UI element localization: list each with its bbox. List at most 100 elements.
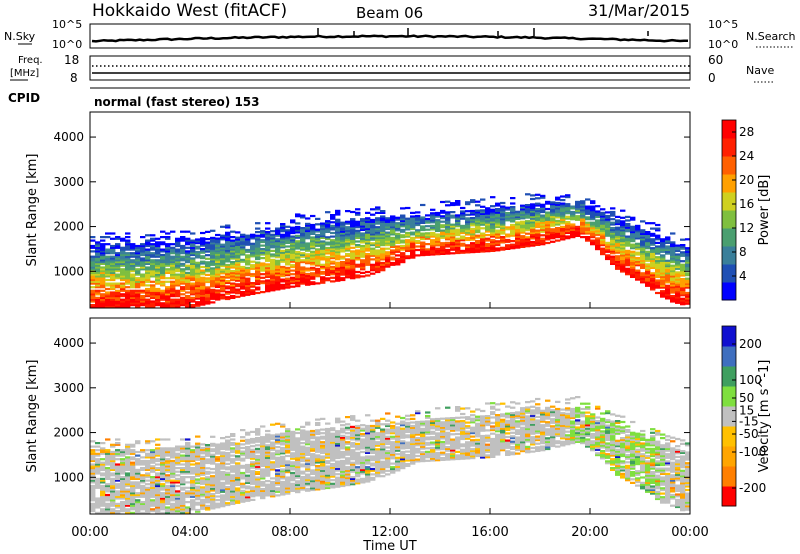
echo-cell [220,497,226,501]
echo-cell [230,248,236,251]
echo-cell [665,295,671,298]
echo-cell [515,241,521,244]
echo-cell [320,245,326,248]
echo-cell [180,280,186,283]
echo-cell [285,447,291,450]
echo-cell [365,270,371,274]
echo-cell [120,273,126,276]
echo-cell [290,255,296,258]
echo-cell [210,238,216,241]
echo-cell [630,236,636,239]
echo-cell [470,238,476,241]
echo-cell [105,293,111,296]
echo-cell [430,233,436,236]
echo-cell [160,236,166,239]
echo-cell [335,439,341,442]
echo-cell [150,456,156,459]
echo-cell [520,242,526,245]
echo-cell [670,266,676,269]
echo-cell [135,468,141,471]
echo-cell [475,213,481,216]
echo-cell [140,484,146,488]
echo-cell [475,241,481,244]
echo-cell [310,275,316,278]
echo-cell [685,266,691,269]
echo-cell [205,293,211,296]
echo-cell [105,484,111,488]
echo-cell [280,258,286,261]
echo-cell [250,463,256,466]
echo-cell [120,450,126,454]
echo-cell [665,268,671,271]
echo-cell [270,480,276,484]
echo-cell [165,280,171,283]
echo-cell [350,253,356,257]
echo-cell [110,474,116,477]
echo-cell [230,493,236,497]
echo-cell [90,280,96,283]
echo-cell [585,210,591,214]
echo-cell [155,275,161,278]
echo-cell [125,286,131,289]
echo-cell [250,285,256,288]
echo-cell [355,274,361,277]
echo-cell [590,230,596,233]
echo-cell [220,483,226,486]
echo-cell [95,481,101,484]
echo-cell [470,224,476,227]
echo-cell [155,253,161,257]
echo-cell [225,297,231,301]
echo-cell [115,264,121,267]
echo-cell [220,472,226,475]
echo-cell [125,304,131,307]
echo-cell [245,438,251,441]
echo-cell [385,258,391,261]
echo-cell [240,475,246,478]
echo-cell [215,275,221,278]
echo-cell [430,212,436,215]
echo-cell [630,254,636,257]
echo-cell [190,264,196,267]
echo-cell [210,444,216,447]
echo-cell [430,214,436,217]
echo-cell [305,434,311,437]
echo-cell [335,265,341,268]
echo-cell [320,265,326,268]
echo-cell [275,281,281,284]
echo-cell [240,233,246,236]
echo-cell [105,476,111,479]
echo-cell [265,236,271,239]
echo-cell [205,485,211,488]
echo-cell [100,244,106,248]
echo-cell [335,263,341,266]
echo-cell [300,216,306,219]
echo-cell [665,248,671,252]
echo-cell [170,268,176,271]
echo-cell [105,257,111,260]
echo-cell [215,250,221,253]
echo-cell [680,265,686,268]
echo-cell [205,486,211,490]
echo-cell [490,196,496,199]
echo-cell [320,272,326,275]
echo-cell [280,486,286,489]
echo-cell [315,447,321,450]
echo-cell [445,238,451,241]
echo-cell [195,256,201,259]
echo-cell [105,488,111,491]
echo-cell [100,449,106,452]
echo-cell [175,262,181,265]
echo-cell [635,244,641,247]
echo-cell [350,237,356,240]
echo-cell [215,267,221,271]
echo-cell [290,486,296,489]
echo-cell [565,226,571,229]
echo-cell [220,257,226,261]
echo-cell [670,282,676,285]
echo-cell [250,486,256,489]
echo-cell [475,231,481,234]
echo-cell [440,215,446,218]
echo-cell [130,504,136,507]
echo-cell [415,231,421,234]
echo-cell [650,263,656,266]
